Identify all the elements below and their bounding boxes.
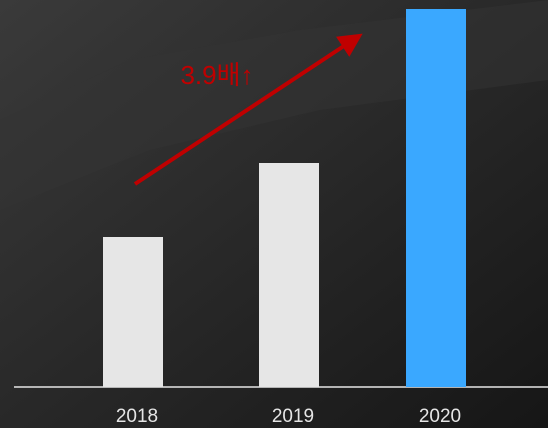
trend-arrow xyxy=(133,33,363,186)
x-tick-label: 2019 xyxy=(272,406,314,427)
bar xyxy=(259,163,319,387)
bar xyxy=(103,237,163,387)
bar xyxy=(406,9,466,387)
x-tick-label: 2020 xyxy=(419,406,461,427)
annotation: 3.9배↑ xyxy=(180,60,253,90)
x-tick-label: 2018 xyxy=(116,406,158,427)
